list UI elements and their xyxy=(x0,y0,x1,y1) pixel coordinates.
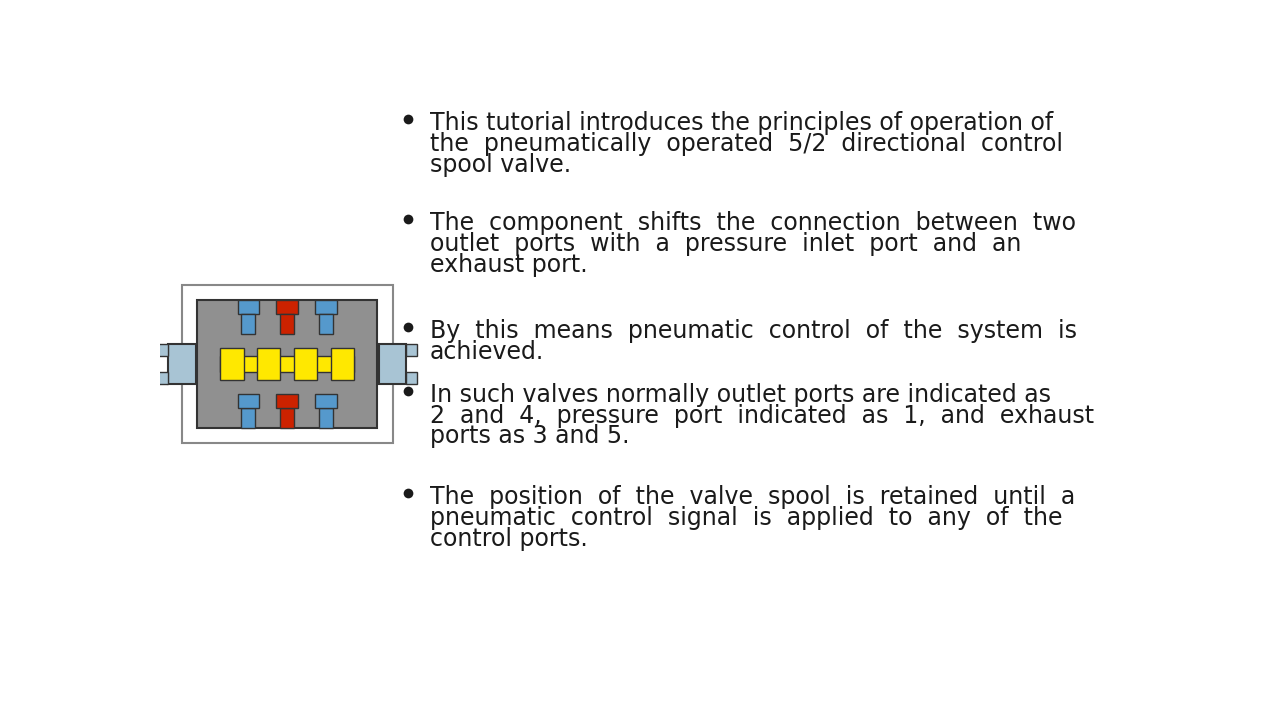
Text: exhaust port.: exhaust port. xyxy=(430,253,588,276)
Bar xyxy=(276,300,298,315)
Bar xyxy=(407,344,417,356)
Bar xyxy=(407,372,417,384)
Bar xyxy=(220,356,353,372)
Bar xyxy=(220,348,243,380)
Text: 2  and  4,  pressure  port  indicated  as  1,  and  exhaust: 2 and 4, pressure port indicated as 1, a… xyxy=(430,404,1094,428)
Text: pneumatic  control  signal  is  applied  to  any  of  the: pneumatic control signal is applied to a… xyxy=(430,506,1062,530)
Bar xyxy=(157,372,168,384)
Text: achieved.: achieved. xyxy=(430,340,544,364)
Bar xyxy=(280,408,294,428)
Text: control ports.: control ports. xyxy=(430,527,588,551)
Bar xyxy=(280,315,294,333)
Text: ports as 3 and 5.: ports as 3 and 5. xyxy=(430,424,630,449)
Text: By  this  means  pneumatic  control  of  the  system  is: By this means pneumatic control of the s… xyxy=(430,319,1076,343)
Text: In such valves normally outlet ports are indicated as: In such valves normally outlet ports are… xyxy=(430,383,1051,407)
Bar xyxy=(330,348,353,380)
Text: The  position  of  the  valve  spool  is  retained  until  a: The position of the valve spool is retai… xyxy=(430,485,1075,509)
Bar xyxy=(319,315,333,333)
Bar xyxy=(315,300,337,315)
Text: the  pneumatically  operated  5/2  directional  control: the pneumatically operated 5/2 direction… xyxy=(430,132,1062,156)
Bar xyxy=(157,344,168,356)
Bar xyxy=(276,395,298,408)
Bar xyxy=(379,344,407,384)
Bar xyxy=(242,315,255,333)
Bar xyxy=(319,408,333,428)
Text: This tutorial introduces the principles of operation of: This tutorial introduces the principles … xyxy=(430,111,1053,135)
Text: outlet  ports  with  a  pressure  inlet  port  and  an: outlet ports with a pressure inlet port … xyxy=(430,232,1021,256)
Bar xyxy=(315,395,337,408)
Bar xyxy=(257,348,280,380)
Text: The  component  shifts  the  connection  between  two: The component shifts the connection betw… xyxy=(430,211,1075,235)
Bar xyxy=(238,300,259,315)
Bar xyxy=(242,408,255,428)
Bar xyxy=(168,344,196,384)
Bar xyxy=(182,285,393,443)
Bar xyxy=(197,300,378,428)
Text: spool valve.: spool valve. xyxy=(430,153,571,176)
Bar xyxy=(238,395,259,408)
Bar xyxy=(294,348,317,380)
